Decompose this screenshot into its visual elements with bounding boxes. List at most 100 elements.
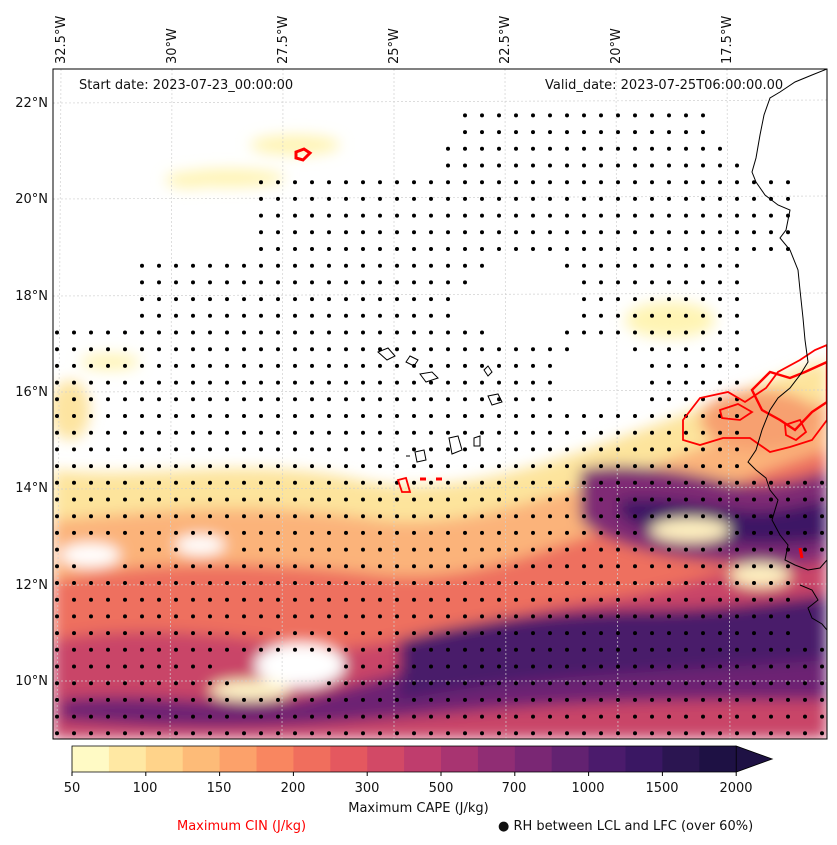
rh-dot <box>327 631 331 636</box>
rh-dot <box>259 230 263 235</box>
rh-dot <box>684 697 688 702</box>
rh-dot <box>548 414 552 418</box>
rh-dot <box>242 731 246 736</box>
rh-dot <box>752 664 756 669</box>
rh-dot <box>378 480 382 485</box>
rh-dot <box>633 597 637 602</box>
rh-dot <box>701 647 705 652</box>
rh-dot <box>650 230 654 235</box>
rh-dot <box>361 614 365 619</box>
rh-dot <box>208 597 212 602</box>
rh-dot <box>395 363 399 368</box>
rh-dot <box>667 380 671 385</box>
rh-dot <box>293 497 297 502</box>
rh-dot <box>361 681 365 686</box>
rh-dot <box>599 414 603 418</box>
rh-dot <box>803 497 807 502</box>
rh-dot <box>616 564 620 569</box>
rh-dot <box>378 647 382 652</box>
rh-dot <box>327 714 331 719</box>
rh-dot <box>616 581 620 585</box>
rh-dot <box>344 530 348 535</box>
rh-dot <box>667 647 671 652</box>
lon-tick-label: 17.5°W <box>720 15 735 64</box>
colorbar-tick-label: 300 <box>354 781 380 796</box>
rh-dot <box>395 514 399 519</box>
rh-dot <box>293 614 297 619</box>
rh-dot <box>361 430 365 435</box>
rh-dot <box>446 564 450 569</box>
rh-dot <box>191 330 195 335</box>
rh-dot <box>293 647 297 652</box>
rh-dot <box>548 647 552 652</box>
rh-dot <box>735 347 739 352</box>
colorbar-segment <box>145 746 184 772</box>
rh-dot <box>174 581 178 585</box>
rh-dot <box>701 430 705 435</box>
rh-dot <box>701 597 705 602</box>
rh-dot <box>718 263 722 268</box>
rh-dot <box>344 581 348 585</box>
rh-dot <box>395 614 399 619</box>
rh-dot <box>327 247 331 251</box>
rh-dot <box>395 297 399 302</box>
rh-dot <box>242 697 246 702</box>
rh-dot <box>225 263 229 268</box>
rh-dot <box>735 247 739 251</box>
rh-dot <box>497 347 501 352</box>
rh-dot <box>106 330 110 335</box>
rh-dot <box>157 480 161 485</box>
rh-dot <box>208 313 212 318</box>
rh-dot <box>514 614 518 619</box>
rh-dot <box>446 497 450 502</box>
rh-dot <box>497 664 501 669</box>
rh-dot <box>123 363 127 368</box>
rh-dot <box>191 297 195 302</box>
rh-dot <box>55 497 59 502</box>
colorbar-tick-label: 150 <box>206 781 232 796</box>
rh-dot <box>565 564 569 569</box>
colorbar-segment <box>182 746 221 772</box>
rh-dot <box>429 380 433 385</box>
rh-dot <box>89 380 93 385</box>
rh-dot <box>650 497 654 502</box>
colorbar-segment <box>477 746 516 772</box>
rh-dot <box>429 614 433 619</box>
rh-dot <box>565 664 569 669</box>
rh-dot <box>633 731 637 736</box>
rh-dot <box>395 380 399 385</box>
rh-dot <box>412 313 416 318</box>
rh-dot <box>735 180 739 185</box>
rh-dot <box>718 597 722 602</box>
rh-dot <box>361 263 365 268</box>
rh-dot <box>786 597 790 602</box>
rh-dot <box>735 547 739 552</box>
rh-dot <box>72 647 76 652</box>
rh-dot <box>344 514 348 519</box>
rh-stipple-dots <box>55 113 824 736</box>
rh-dot <box>769 647 773 652</box>
rh-dot <box>259 397 263 402</box>
rh-dot <box>480 196 484 201</box>
rh-dot <box>803 681 807 686</box>
rh-dot <box>667 230 671 235</box>
rh-dot <box>174 530 178 535</box>
rh-dot <box>208 430 212 435</box>
rh-dot <box>378 230 382 235</box>
rh-dot <box>276 480 280 485</box>
rh-dot <box>140 447 144 452</box>
rh-dot <box>412 714 416 719</box>
rh-dot <box>463 363 467 368</box>
rh-dot <box>752 547 756 552</box>
lon-tick-label: 27.5°W <box>276 15 291 64</box>
rh-dot <box>718 347 722 352</box>
rh-dot <box>599 113 603 118</box>
rh-dot <box>667 581 671 585</box>
rh-dot <box>412 414 416 418</box>
rh-dot <box>616 597 620 602</box>
rh-dot <box>395 196 399 201</box>
rh-dot <box>293 514 297 519</box>
rh-dot <box>565 530 569 535</box>
rh-dot <box>259 213 263 218</box>
